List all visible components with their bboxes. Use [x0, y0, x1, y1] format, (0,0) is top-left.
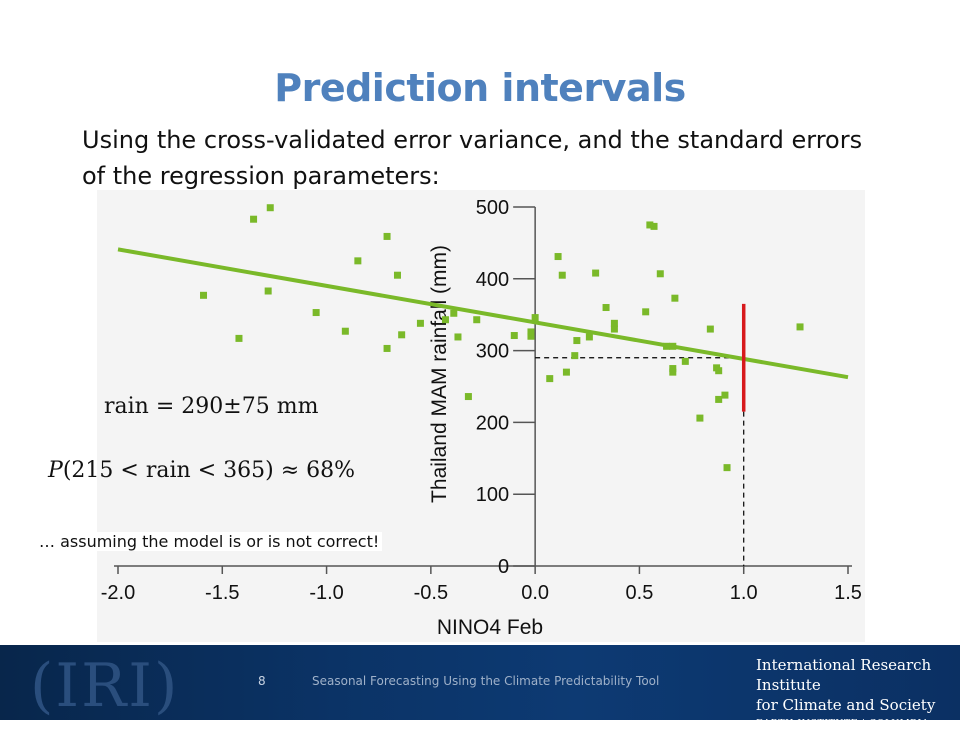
data-point: [671, 294, 679, 302]
org-line-3: EARTH INSTITUTE | COLUMBIA UNIVERSITY: [756, 718, 930, 747]
y-tick-label: 500: [476, 197, 509, 219]
data-point: [527, 328, 535, 336]
data-point: [571, 352, 579, 360]
rain-estimate-equation: rain = 290±75 mm: [104, 394, 318, 419]
data-point: [464, 393, 472, 401]
x-tick-label: 1.5: [834, 582, 862, 604]
eq1-lhs: rain: [104, 394, 149, 419]
data-point: [642, 308, 650, 316]
data-point: [585, 333, 593, 341]
data-point: [546, 375, 554, 383]
data-point: [531, 314, 539, 322]
data-point: [510, 332, 518, 340]
footer-bar: (IRI) 8 Seasonal Forecasting Using the C…: [0, 645, 960, 747]
slide-subtitle: Using the cross-validated error variance…: [82, 126, 863, 190]
data-point: [796, 323, 804, 331]
data-point: [650, 222, 658, 230]
eq2-low: 215: [71, 458, 114, 483]
scatter-chart: -2.0 -1.5 -1.0 -0.5 0.0 0.5 1.0 1.5 0 100 200 300 40…: [101, 197, 862, 639]
x-tick-label: -2.0: [101, 582, 135, 604]
x-tick-label: -1.0: [309, 582, 343, 604]
data-point: [610, 325, 618, 333]
data-point: [656, 270, 664, 278]
slide-title: Prediction intervals: [274, 66, 686, 110]
eq2-approx: ≈: [280, 458, 300, 483]
data-point: [573, 337, 581, 345]
eq2-func: P: [48, 458, 63, 483]
regression-line: [117, 247, 849, 380]
data-point: [602, 304, 610, 312]
data-point: [669, 365, 677, 373]
org-line-2: for Climate and Society: [756, 696, 936, 714]
data-point: [250, 215, 258, 223]
data-point: [450, 309, 458, 317]
data-point: [266, 204, 274, 212]
data-point: [383, 232, 391, 240]
model-note: … assuming the model is or is not correc…: [36, 532, 383, 551]
y-tick-label: 100: [476, 484, 509, 506]
x-tick-label: -0.5: [414, 582, 448, 604]
organization-logo: International Research Institute for Cli…: [756, 655, 960, 751]
org-line-1: International Research Institute: [756, 656, 932, 694]
eq2-prob: 68%: [306, 458, 356, 483]
data-point: [398, 331, 406, 339]
data-point: [610, 319, 618, 327]
eq1-pm: ±: [223, 394, 242, 419]
y-tick-label: 200: [476, 412, 509, 434]
data-point: [235, 334, 243, 342]
x-tick-label: 0.5: [626, 582, 654, 604]
data-point: [554, 253, 562, 261]
data-point: [473, 316, 481, 324]
data-point: [706, 325, 714, 333]
data-point: [592, 269, 600, 277]
eq2-lt2: <: [197, 458, 217, 483]
eq2-open: (: [62, 458, 72, 483]
y-tick-label: 300: [476, 341, 509, 363]
data-point: [354, 257, 362, 265]
probability-equation: P(215 < rain < 365) ≈ 68%: [48, 458, 355, 483]
eq2-high: 365: [223, 458, 266, 483]
data-point: [558, 271, 566, 279]
x-tick-label: 0.0: [521, 582, 549, 604]
eq2-lt1: <: [120, 458, 139, 483]
data-point: [264, 287, 272, 295]
data-point: [341, 327, 349, 335]
data-point: [562, 368, 570, 376]
data-point: [723, 464, 731, 472]
eq1-error: 75: [241, 394, 270, 419]
x-axis-title: NINO4 Feb: [437, 616, 543, 639]
data-point: [441, 316, 449, 324]
iri-logo-mark: (IRI): [30, 651, 180, 721]
eq2-var: rain: [145, 458, 191, 483]
data-point: [383, 344, 391, 352]
x-tick-label: 1.0: [730, 582, 758, 604]
page-number: 8: [258, 674, 266, 688]
data-point: [393, 271, 401, 279]
data-point: [454, 333, 462, 341]
y-tick-label: 400: [476, 269, 509, 291]
data-point: [669, 368, 677, 376]
data-point: [681, 357, 689, 365]
data-point: [312, 309, 320, 317]
data-point: [715, 395, 723, 403]
eq1-value: 290: [181, 394, 224, 419]
data-point: [721, 391, 729, 399]
y-axis-title: Thailand MAM rainfall (mm): [428, 245, 451, 503]
data-point: [646, 221, 654, 229]
eq2-close: ): [265, 458, 274, 483]
data-point: [527, 332, 535, 340]
data-point: [696, 414, 704, 422]
data-point: [416, 319, 424, 327]
y-tick-label: 0: [498, 556, 509, 578]
data-point: [715, 367, 723, 375]
eq1-unit: mm: [276, 394, 319, 419]
data-point: [200, 291, 208, 299]
x-tick-label: -1.5: [205, 582, 239, 604]
footer-title: Seasonal Forecasting Using the Climate P…: [312, 674, 660, 688]
eq1-op: =: [155, 394, 175, 419]
